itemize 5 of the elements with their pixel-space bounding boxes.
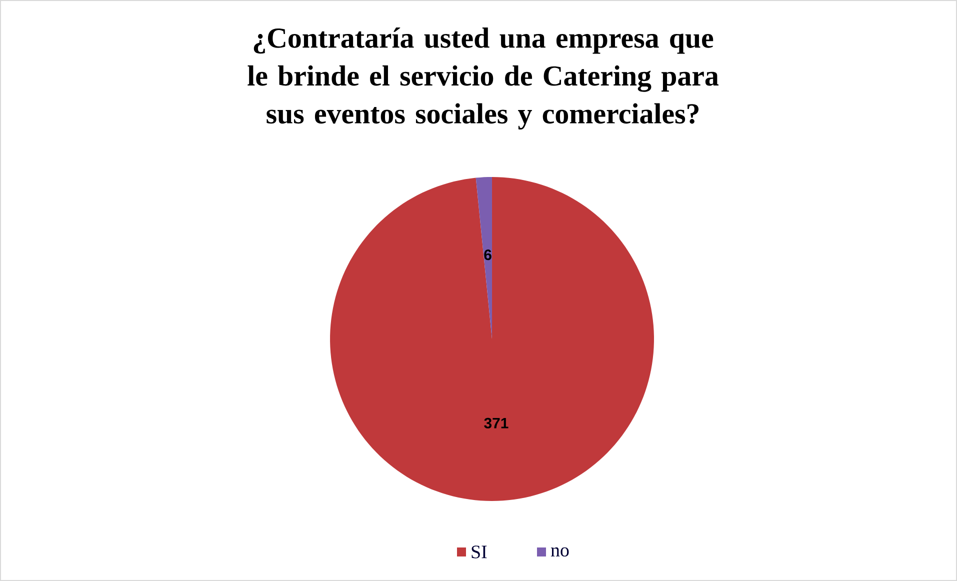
legend-label: SI <box>472 546 487 558</box>
chart-title: ¿Contrataría usted una empresa que le brinde el servicio de Catering para sus eventos sociales y comerciales? <box>248 28 718 130</box>
legend-label: no <box>550 547 569 557</box>
data-label: 371 <box>484 418 508 428</box>
data-label: 6 <box>484 250 492 260</box>
